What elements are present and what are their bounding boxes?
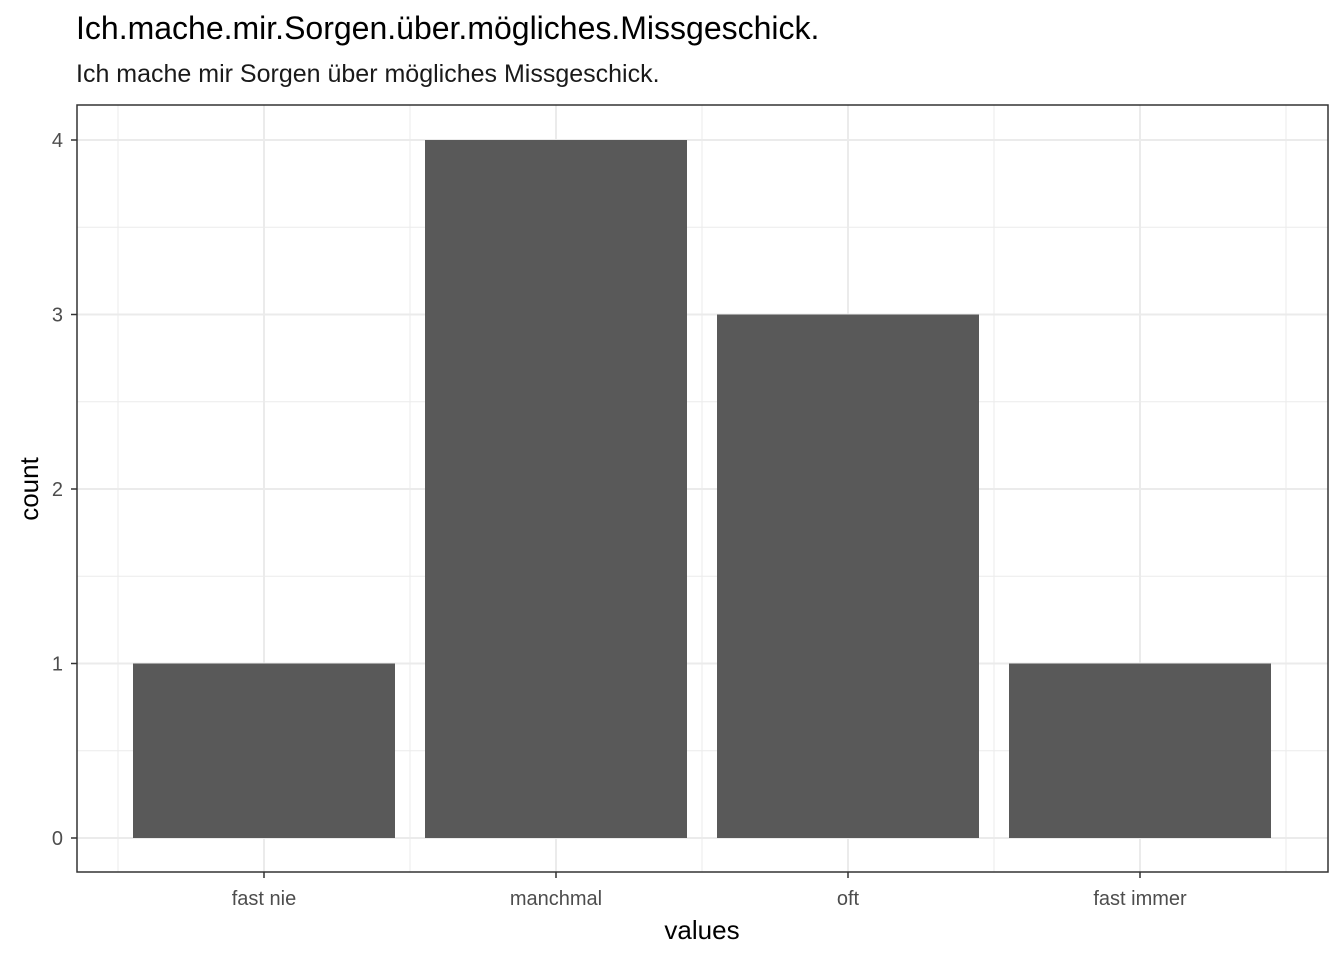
x-tick-label: oft [837,888,860,910]
y-tick-label: 4 [52,130,63,152]
chart-title: Ich.mache.mir.Sorgen.über.mögliches.Miss… [76,10,820,46]
bars [133,140,1271,838]
bar [717,314,979,838]
bar [425,140,687,838]
y-tick-label: 1 [52,654,63,676]
x-tick-label: fast nie [232,888,296,910]
y-tick-label: 0 [52,828,63,850]
x-axis-title: values [664,915,739,945]
y-tick-label: 3 [52,305,63,327]
y-tick-label: 2 [52,479,63,501]
y-axis-title: count [14,456,44,520]
chart-subtitle: Ich mache mir Sorgen über mögliches Miss… [76,60,660,88]
x-tick-label: manchmal [510,888,602,910]
x-axis: fast nie manchmal oft fast immer [232,872,1187,910]
x-tick-label: fast immer [1093,888,1187,910]
bar [1009,663,1271,838]
bar [133,663,395,838]
y-axis: 0 1 2 3 4 [52,130,77,850]
